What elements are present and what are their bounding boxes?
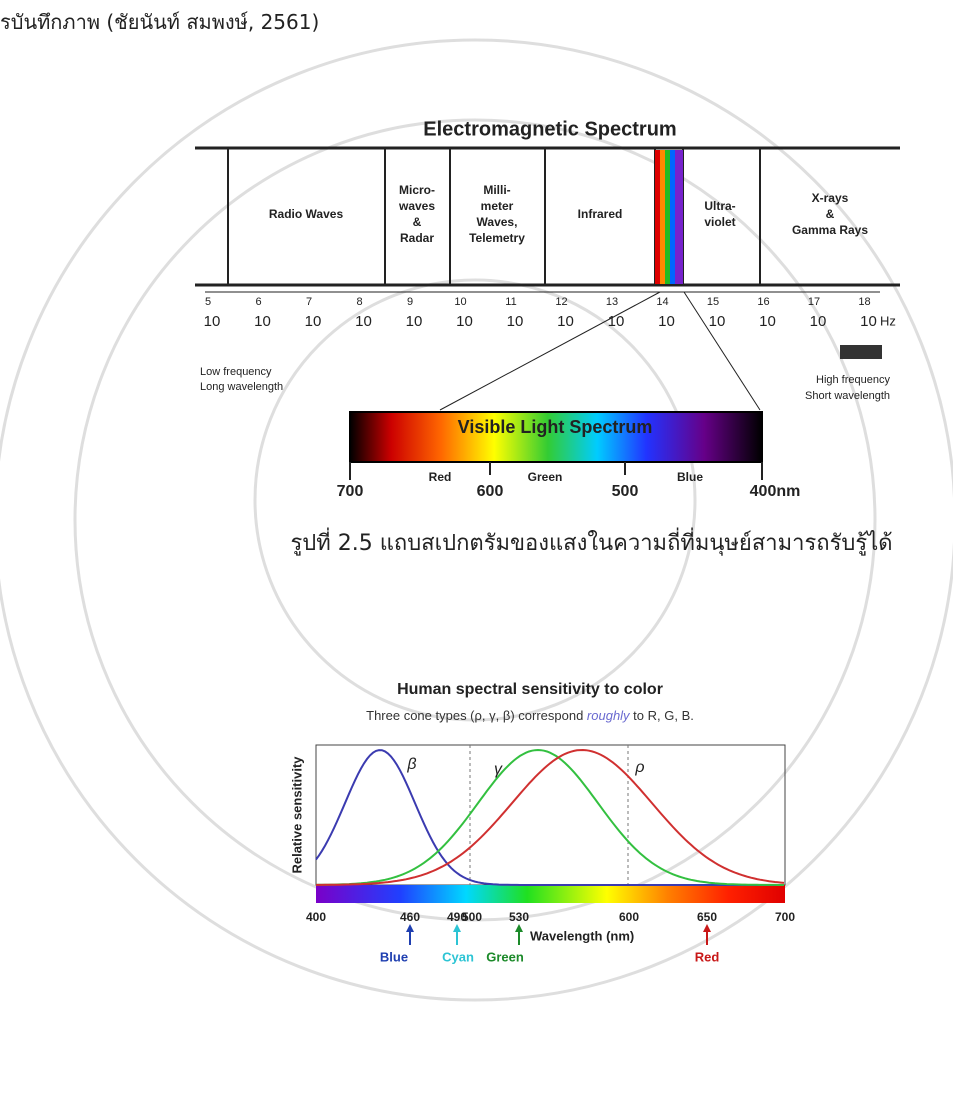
header-text: รบันทึกภาพ (ชัยนันท์ สมพงษ์, 2561) [0, 6, 319, 38]
wavelength-label: 400nm [750, 483, 801, 500]
band-label: waves [398, 199, 435, 213]
visible-title: Visible Light Spectrum [458, 417, 653, 437]
frequency-base: 10 [608, 313, 625, 330]
frequency-base: 10 [406, 313, 423, 330]
band-label: Telemetry [469, 231, 525, 245]
x-tick-label: 600 [619, 910, 639, 924]
band-label: Ultra- [704, 199, 735, 213]
marker-label: Red [695, 949, 720, 964]
x-tick-label: 460 [400, 910, 420, 924]
band-label: Waves, [477, 215, 518, 229]
frequency-exponent: 7 [306, 296, 312, 308]
marker-label: Blue [380, 949, 408, 964]
frequency-exponent: 13 [606, 296, 618, 308]
band-label: Infrared [578, 207, 623, 221]
band-label: & [826, 207, 835, 221]
frequency-base: 10 [810, 313, 827, 330]
rainbow-strip [655, 150, 683, 284]
high-label: Short wavelength [805, 390, 890, 402]
subtitle-part: Three cone types (ρ, γ, β) correspond [366, 708, 587, 723]
band-label: X-rays [812, 191, 849, 205]
subtitle-part: to R, G, B. [630, 708, 694, 723]
curve-label: β [406, 756, 416, 773]
sensitivity-curve [316, 750, 784, 885]
low-label: Low frequency [200, 366, 272, 378]
wavelength-label: 600 [477, 483, 504, 500]
color-name: Green [528, 470, 563, 484]
marker-arrowhead [703, 924, 711, 932]
x-tick-label: 700 [775, 910, 795, 924]
band-label: Radar [400, 231, 434, 245]
high-label: High frequency [816, 374, 890, 386]
frequency-base: 10 [355, 313, 372, 330]
frequency-base: 10 [456, 313, 473, 330]
frequency-exponent: 10 [454, 296, 466, 308]
band-label: Radio Waves [269, 207, 344, 221]
sensitivity-curves [316, 750, 784, 885]
band-label: Gamma Rays [792, 223, 868, 237]
sensitivity-curve [316, 750, 784, 885]
frequency-exponent: 15 [707, 296, 719, 308]
figure-caption: รูปที่ 2.5 แถบสเปกตรัมของแสงในความถี่ที่… [0, 525, 953, 560]
chart-subtitle: Three cone types (ρ, γ, β) correspond ro… [366, 708, 694, 723]
wavelength-label: 700 [337, 483, 364, 500]
color-name: Blue [677, 470, 703, 484]
marker-arrowhead [406, 924, 414, 932]
wavelength-label: 500 [612, 483, 639, 500]
page: Electromagnetic Spectrum Radio Waves Micro… [0, 0, 953, 1102]
x-tick-label: 530 [509, 910, 529, 924]
frequency-exponent: 5 [205, 296, 211, 308]
frequency-exponent: 18 [858, 296, 870, 308]
marker-label: Green [486, 949, 524, 964]
band-label: & [413, 215, 422, 229]
curve-label: γ [494, 761, 503, 778]
frequency-exponent: 11 [505, 296, 516, 308]
marker-arrowhead [453, 924, 461, 932]
frequency-exponent: 17 [808, 296, 820, 308]
frequency-base: 10 [557, 313, 574, 330]
low-label: Long wavelength [200, 381, 283, 393]
chart-title: Human spectral sensitivity to color [397, 681, 663, 698]
x-tick-label: 500 [462, 910, 482, 924]
sensitivity-curve [316, 750, 784, 885]
frequency-base: 10 [254, 313, 271, 330]
marker-arrowhead [515, 924, 523, 932]
frequency-base: 10 [507, 313, 524, 330]
frequency-exponent: 8 [356, 296, 362, 308]
band-label: meter [481, 199, 514, 213]
frequency-exponent: 9 [407, 296, 413, 308]
frequency-exponent: 6 [255, 296, 261, 308]
frequency-base: 10 [658, 313, 675, 330]
x-tick-label: 650 [697, 910, 717, 924]
curve-label: ρ [634, 759, 644, 776]
figure-2-labels: Human spectral sensitivity to color Three… [289, 681, 795, 964]
y-axis-label: Relative sensitivity [289, 756, 304, 874]
frequency-base: 10 [709, 313, 726, 330]
frequency-base: 10 [305, 313, 322, 330]
frequency-base: 10 [759, 313, 776, 330]
subtitle-part: roughly [587, 708, 631, 723]
band-label: violet [704, 215, 735, 229]
band-label: Milli- [483, 183, 510, 197]
frequency-exponent: 14 [656, 296, 668, 308]
color-name: Red [429, 470, 452, 484]
frequency-base: 10 [860, 313, 877, 330]
frequency-unit: Hz [880, 313, 896, 328]
diagram-title: Electromagnetic Spectrum [423, 118, 676, 140]
frequency-exponent: 12 [555, 296, 567, 308]
watermark [0, 40, 953, 1000]
frequency-exponent: 16 [757, 296, 769, 308]
band-label: Micro- [399, 183, 435, 197]
marker-label: Cyan [442, 949, 474, 964]
frequency-base: 10 [204, 313, 221, 330]
x-tick-label: 400 [306, 910, 326, 924]
x-axis-label: Wavelength (nm) [530, 928, 634, 943]
